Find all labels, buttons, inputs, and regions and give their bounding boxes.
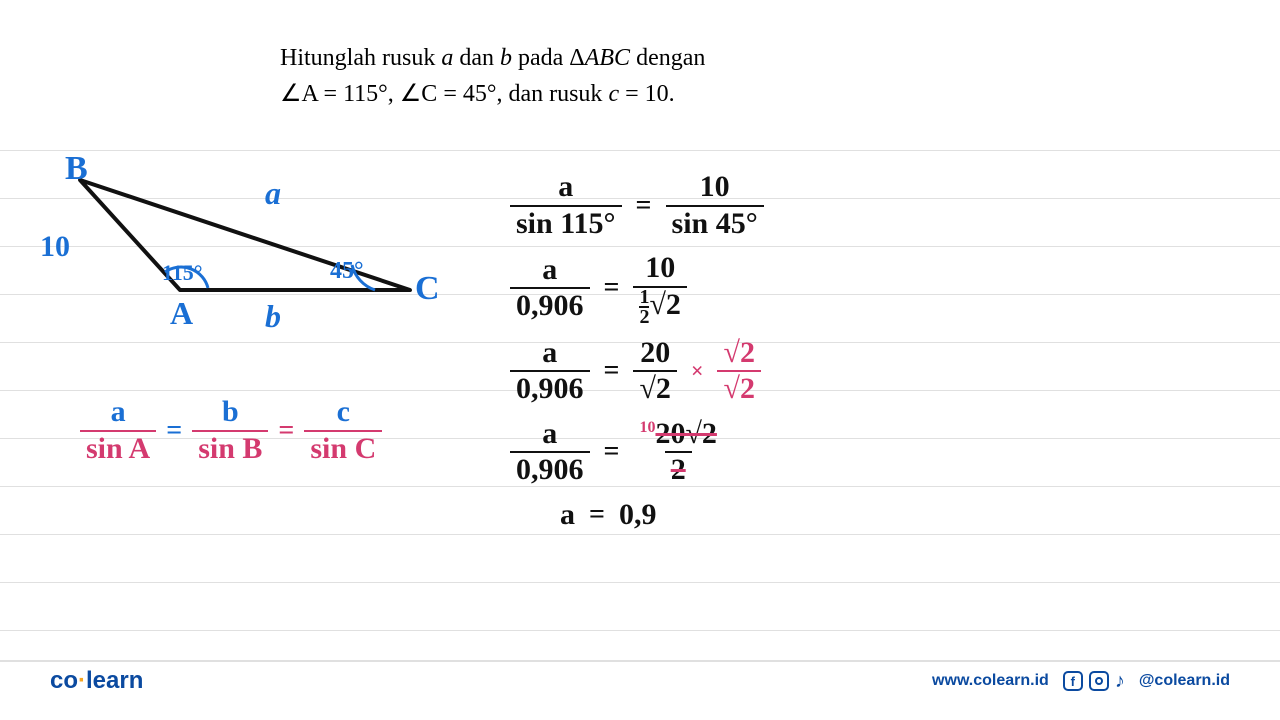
sine-rule-formula: a sin A = b sin B = c sin C bbox=[80, 395, 382, 466]
equals-sign: = bbox=[589, 499, 605, 531]
work-num: a bbox=[536, 253, 563, 288]
work-den: 2 bbox=[665, 451, 692, 488]
sine-rule-sin-a: sin A bbox=[80, 430, 156, 467]
vertex-label-b: B bbox=[65, 150, 88, 188]
work-den: 0,906 bbox=[510, 287, 590, 324]
sine-rule-c: c bbox=[331, 395, 356, 430]
prompt-line-2: ∠A = 115°, ∠C = 45°, dan rusuk c = 10. bbox=[280, 76, 1000, 112]
sine-rule-sin-c: sin C bbox=[304, 430, 382, 467]
work-den: 12√2 bbox=[633, 286, 686, 326]
work-num: 10 bbox=[694, 170, 736, 205]
work-row-3: a 0,906 = 20 √2 × √2 √2 bbox=[510, 336, 1010, 407]
work-row-2: a 0,906 = 10 12√2 bbox=[510, 251, 1010, 326]
instagram-icon bbox=[1089, 671, 1109, 691]
work-num: 20 bbox=[634, 336, 676, 371]
triangle-diagram: B A C a b 10 115° 45° bbox=[50, 160, 430, 360]
work-den: √2 bbox=[633, 370, 676, 407]
work-row-5: a = 0,9 bbox=[560, 498, 1010, 532]
sine-rule-a: a bbox=[105, 395, 132, 430]
equals-sign: = bbox=[604, 436, 620, 468]
work-den: 0,906 bbox=[510, 451, 590, 488]
sine-rule-sin-b: sin B bbox=[192, 430, 268, 467]
work-num: a bbox=[536, 336, 563, 371]
equals-sign: = bbox=[278, 415, 294, 447]
equals-sign: = bbox=[604, 272, 620, 304]
problem-statement: Hitunglah rusuk a dan b pada ΔABC dengan… bbox=[280, 40, 1000, 112]
tiktok-icon: ♪ bbox=[1115, 670, 1125, 693]
work-num: 1020√2 bbox=[633, 417, 722, 452]
angle-label-45: 45° bbox=[330, 258, 364, 285]
work-rhs: 0,9 bbox=[619, 498, 657, 532]
work-row-4: a 0,906 = 1020√2 2 bbox=[510, 417, 1010, 488]
vertex-label-c: C bbox=[415, 270, 440, 308]
sine-rule-b: b bbox=[216, 395, 245, 430]
footer-handle: @colearn.id bbox=[1139, 672, 1230, 690]
work-lhs: a bbox=[560, 498, 575, 532]
side-label-a: a bbox=[265, 175, 281, 212]
multiply-sign: × bbox=[691, 358, 704, 384]
work-row-1: a sin 115° = 10 sin 45° bbox=[510, 170, 1010, 241]
footer-right: www.colearn.id f ♪ @colearn.id bbox=[932, 670, 1230, 693]
vertex-label-a: A bbox=[170, 295, 193, 332]
work-den: 0,906 bbox=[510, 370, 590, 407]
footer: co·learn www.colearn.id f ♪ @colearn.id bbox=[0, 660, 1280, 700]
footer-url: www.colearn.id bbox=[932, 672, 1049, 690]
rationalize-num: √2 bbox=[717, 336, 760, 371]
equals-sign: = bbox=[166, 415, 182, 447]
social-icons: f ♪ bbox=[1063, 670, 1125, 693]
facebook-icon: f bbox=[1063, 671, 1083, 691]
side-label-b: b bbox=[265, 298, 281, 335]
brand-logo: co·learn bbox=[50, 667, 143, 695]
equals-sign: = bbox=[636, 190, 652, 222]
worked-solution: a sin 115° = 10 sin 45° a 0,906 = 10 12√… bbox=[510, 170, 1010, 532]
prompt-line-1: Hitunglah rusuk a dan b pada ΔABC dengan bbox=[280, 40, 1000, 76]
work-den: sin 115° bbox=[510, 205, 622, 242]
work-den: sin 45° bbox=[666, 205, 764, 242]
work-num: 10 bbox=[639, 251, 681, 286]
work-num: a bbox=[536, 417, 563, 452]
rationalize-den: √2 bbox=[717, 370, 760, 407]
equals-sign: = bbox=[604, 355, 620, 387]
angle-label-115: 115° bbox=[162, 260, 203, 286]
work-num: a bbox=[552, 170, 579, 205]
side-label-10: 10 bbox=[40, 230, 70, 264]
